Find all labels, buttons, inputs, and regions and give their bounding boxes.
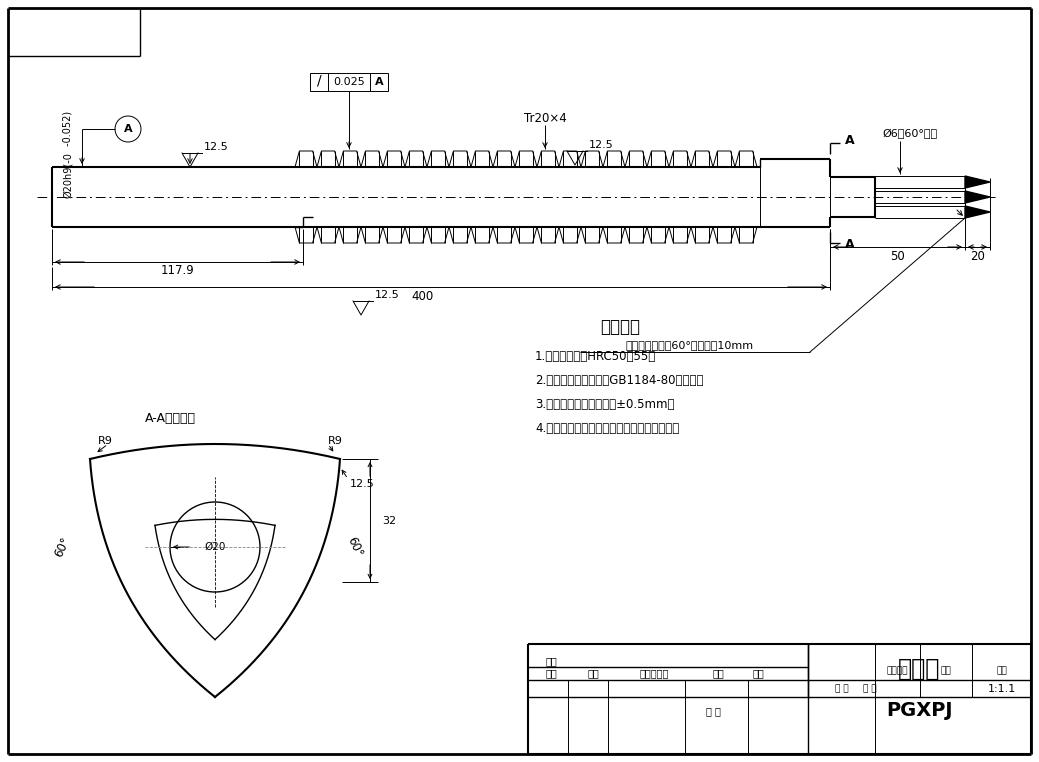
Text: 签字: 签字 — [713, 668, 725, 678]
Text: 共三个针头，呱60°分布间距10mm: 共三个针头，呱60°分布间距10mm — [625, 340, 754, 350]
Text: /: / — [317, 74, 321, 88]
Text: A: A — [375, 77, 383, 87]
Text: 12.5: 12.5 — [350, 479, 375, 489]
Text: 技术要求: 技术要求 — [600, 318, 640, 336]
Text: -0.052): -0.052) — [63, 110, 73, 174]
Bar — [310, 73, 388, 91]
Text: A-A放大视图: A-A放大视图 — [145, 412, 196, 425]
Text: 螺旋杆: 螺旋杆 — [899, 657, 940, 680]
Text: 0.025: 0.025 — [334, 77, 365, 87]
Text: R9: R9 — [327, 436, 343, 446]
Text: 50: 50 — [890, 249, 905, 262]
Text: 描记: 描记 — [547, 668, 558, 678]
Text: 12.5: 12.5 — [375, 290, 400, 300]
Text: 设计: 设计 — [547, 656, 558, 666]
Polygon shape — [965, 191, 990, 203]
Text: 12.5: 12.5 — [589, 140, 614, 150]
Text: 60°: 60° — [52, 535, 73, 559]
Text: 处数: 处数 — [588, 668, 600, 678]
Text: Ø6呱60°分布: Ø6呱60°分布 — [882, 129, 937, 139]
Text: PGXPJ: PGXPJ — [886, 701, 953, 720]
Text: 日期: 日期 — [753, 668, 765, 678]
Text: Tr20×4: Tr20×4 — [524, 113, 566, 126]
Polygon shape — [965, 176, 990, 188]
Text: 重量: 重量 — [940, 666, 952, 675]
Text: 60°: 60° — [345, 535, 366, 559]
Text: 比例: 比例 — [996, 666, 1007, 675]
Text: 第 数: 第 数 — [862, 684, 876, 693]
Text: 12.5: 12.5 — [204, 142, 229, 152]
Text: 20: 20 — [970, 249, 985, 262]
Text: 图样标记: 图样标记 — [886, 666, 908, 675]
Text: 日 期: 日 期 — [705, 706, 720, 716]
Text: A: A — [124, 124, 132, 134]
Text: Ø20h9(-0: Ø20h9(-0 — [63, 152, 73, 198]
Text: 4.铸件公差带对称于毛坏铸件基本尺寸配置。: 4.铸件公差带对称于毛坏铸件基本尺寸配置。 — [535, 422, 680, 436]
Text: 1:1.1: 1:1.1 — [987, 684, 1016, 693]
Text: 32: 32 — [382, 516, 396, 526]
Text: 更改文件号: 更改文件号 — [640, 668, 669, 678]
Text: A: A — [845, 239, 855, 251]
Text: 2.未注形状公差应符合GB1184-80的要求。: 2.未注形状公差应符合GB1184-80的要求。 — [535, 374, 703, 388]
Text: A: A — [845, 135, 855, 148]
Polygon shape — [965, 206, 990, 218]
Text: 共 数: 共 数 — [834, 684, 848, 693]
Text: Ø20: Ø20 — [205, 542, 225, 552]
Text: 1.经调质处理，HRC50～55。: 1.经调质处理，HRC50～55。 — [535, 351, 657, 363]
Text: 3.未注长度尺寸允许偏差±0.5mm。: 3.未注长度尺寸允许偏差±0.5mm。 — [535, 399, 674, 411]
Text: R9: R9 — [98, 436, 112, 446]
Text: 117.9: 117.9 — [161, 264, 194, 277]
Text: 400: 400 — [411, 290, 433, 303]
